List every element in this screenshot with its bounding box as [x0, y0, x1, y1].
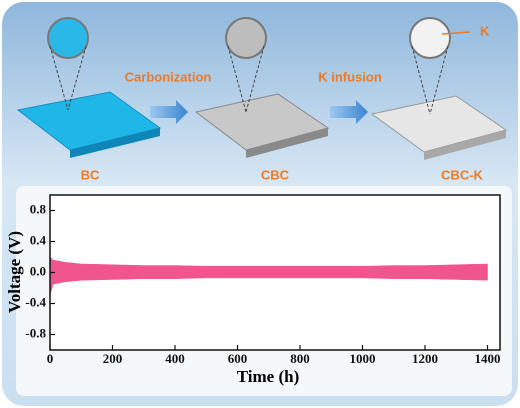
x-tick-label: 1200 [412, 351, 438, 366]
y-tick-label: -0.4 [25, 294, 46, 309]
x-axis-title: Time (h) [237, 367, 300, 386]
schematic [16, 17, 508, 160]
y-tick-label: 0.0 [30, 263, 46, 278]
voltage-band [49, 256, 488, 273]
y-tick-label: 0.4 [30, 232, 47, 247]
voltage-band [49, 272, 488, 296]
callout-label: K [480, 23, 490, 38]
y-axis-title: Voltage (V) [5, 231, 24, 313]
y-tick-label: -0.8 [25, 325, 46, 340]
x-tick-label: 600 [228, 351, 248, 366]
material-label: CBC [261, 167, 290, 182]
x-tick-label: 0 [47, 351, 54, 366]
y-tick-label: 0.8 [30, 201, 47, 216]
x-tick-label: 800 [290, 351, 310, 366]
step-label: K infusion [318, 69, 382, 84]
x-tick-label: 1400 [475, 351, 501, 366]
material-label: BC [81, 167, 100, 182]
x-tick-label: 1000 [350, 351, 376, 366]
material-label: CBC-K [441, 167, 483, 182]
x-tick-label: 200 [103, 351, 123, 366]
step-label: Carbonization [125, 69, 212, 84]
x-tick-label: 400 [165, 351, 185, 366]
